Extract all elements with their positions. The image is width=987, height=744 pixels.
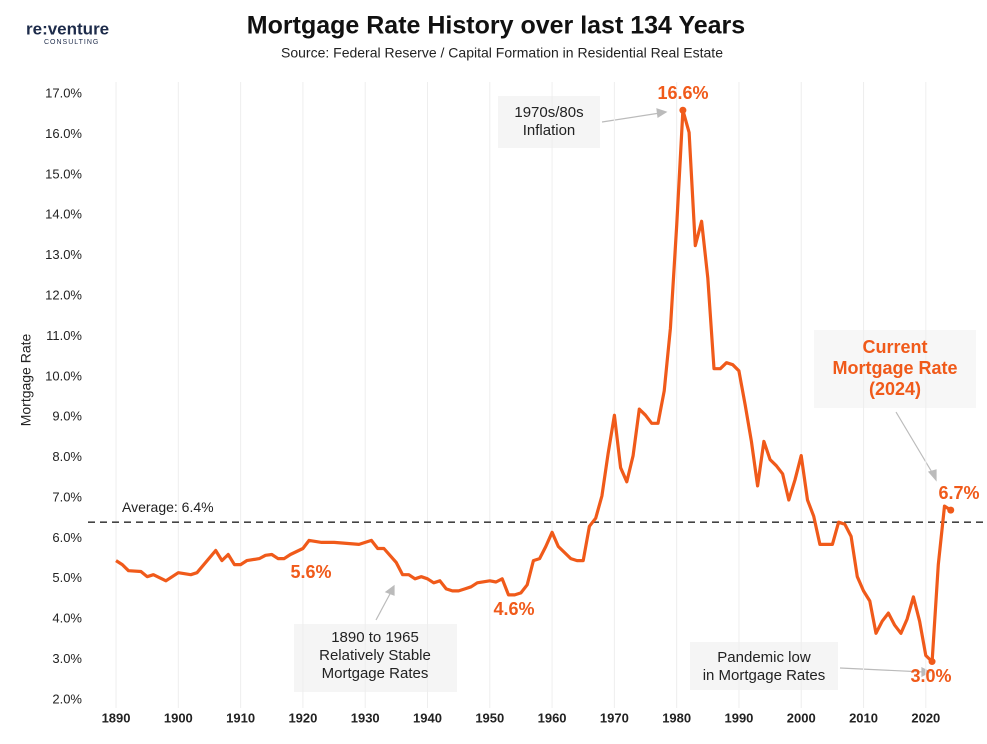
- note-box: [498, 96, 600, 148]
- x-tick-label: 1990: [724, 710, 753, 725]
- x-tick-label: 1960: [538, 710, 567, 725]
- x-tick-label: 2010: [849, 710, 878, 725]
- annotation: Mortgage Rate: [832, 358, 957, 378]
- y-tick-label: 2.0%: [52, 691, 82, 706]
- y-tick-label: 12.0%: [45, 287, 82, 302]
- chart-subtitle: Source: Federal Reserve / Capital Format…: [281, 45, 723, 61]
- point: [679, 106, 687, 114]
- y-tick-label: 9.0%: [52, 409, 82, 424]
- arrow: [839, 667, 925, 673]
- x-tick-label: 2020: [911, 710, 940, 725]
- x-tick-label: 1920: [288, 710, 317, 725]
- note-box: [294, 624, 457, 692]
- x-tick-label: 1890: [102, 710, 131, 725]
- arrow: [375, 591, 392, 621]
- annotation: Mortgage Rates: [322, 665, 429, 682]
- logo-brand: re:venture: [26, 19, 109, 38]
- annotation: 1890 to 1965: [331, 629, 419, 646]
- annotation-boxes: [294, 96, 976, 692]
- y-tick-label: 15.0%: [45, 166, 82, 181]
- y-tick-label: 17.0%: [45, 86, 82, 101]
- annotation: (2024): [869, 379, 921, 399]
- x-tick-label: 1950: [475, 710, 504, 725]
- point: [947, 506, 955, 514]
- annotation: in Mortgage Rates: [703, 667, 826, 684]
- x-tick-label: 1940: [413, 710, 442, 725]
- y-tick-label: 7.0%: [52, 489, 82, 504]
- logo-sub: CONSULTING: [44, 39, 99, 46]
- annotation: 1970s/80s: [514, 104, 583, 121]
- annotation: Inflation: [523, 122, 576, 139]
- x-tick-label: 1900: [164, 710, 193, 725]
- note-box: [814, 330, 976, 408]
- average-label: Average: 6.4%: [122, 499, 214, 515]
- arrow-head: [656, 108, 668, 119]
- chart-title: Mortgage Rate History over last 134 Year…: [247, 12, 745, 40]
- arrow-head: [384, 584, 395, 596]
- y-tick-label: 8.0%: [52, 449, 82, 464]
- y-tick-label: 10.0%: [45, 368, 82, 383]
- y-tick-label: 13.0%: [45, 247, 82, 262]
- annotation: 5.6%: [290, 562, 331, 582]
- point: [928, 658, 936, 666]
- y-axis-label: Mortgage Rate: [18, 333, 34, 426]
- annotation: 16.6%: [657, 83, 708, 103]
- x-tick-label: 1980: [662, 710, 691, 725]
- y-tick-label: 5.0%: [52, 570, 82, 585]
- y-tick-label: 16.0%: [45, 126, 82, 141]
- annotation: Relatively Stable: [319, 647, 431, 664]
- y-tick-label: 4.0%: [52, 611, 82, 626]
- note-box: [690, 642, 838, 690]
- annotation: 6.7%: [938, 483, 979, 503]
- x-tick-label: 1910: [226, 710, 255, 725]
- x-tick-label: 2000: [787, 710, 816, 725]
- y-tick-label: 14.0%: [45, 207, 82, 222]
- y-tick-label: 11.0%: [46, 328, 82, 343]
- data-line: [115, 108, 952, 664]
- arrows: [375, 108, 937, 677]
- y-tick-label: 6.0%: [52, 530, 82, 545]
- x-tick-label: 1930: [351, 710, 380, 725]
- annotation: Current: [862, 337, 927, 357]
- annotation: 4.6%: [493, 599, 534, 619]
- arrow: [895, 411, 934, 475]
- x-tick-label: 1970: [600, 710, 629, 725]
- y-tick-label: 3.0%: [52, 651, 82, 666]
- annotation: 3.0%: [910, 666, 951, 686]
- annotation: Pandemic low: [717, 649, 811, 666]
- arrow-head: [927, 469, 937, 482]
- arrow: [601, 112, 661, 123]
